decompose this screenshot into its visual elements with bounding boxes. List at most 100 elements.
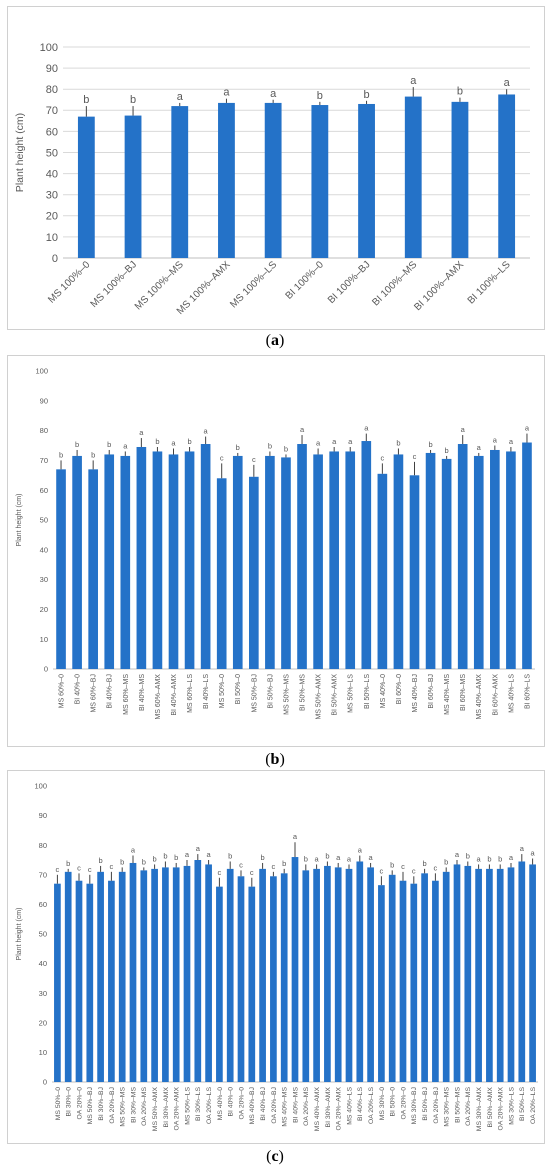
bar — [490, 449, 500, 669]
caption-b: (b) — [0, 751, 550, 769]
significance-label: b — [428, 440, 432, 449]
x-tick-label: MS 100%–0 — [46, 259, 93, 306]
bar — [216, 478, 227, 669]
significance-label: b — [142, 857, 146, 866]
bar — [329, 451, 339, 669]
bar — [162, 867, 169, 1082]
bar-chart-a: 0 10 20 30 40 50 60 70 80 90 100 Plant height (cm) b… — [14, 42, 530, 317]
bar — [104, 454, 115, 669]
significance-label: a — [336, 853, 341, 862]
x-tick-label: MS 40%–BJ — [412, 674, 419, 713]
significance-label: a — [364, 424, 369, 433]
significance-label: a — [520, 844, 525, 853]
x-tick-label: MS 40%–AMX — [476, 674, 483, 720]
x-tick-label: MS 100%–LS — [228, 259, 279, 310]
y-tick-label: 50 — [46, 147, 58, 159]
bar — [334, 867, 342, 1082]
y-tick-label: 20 — [40, 605, 48, 614]
significance-label: b — [91, 450, 95, 459]
significance-label: b — [153, 854, 157, 863]
x-tick-label: OA 20%–BJ — [433, 1087, 440, 1124]
bar — [75, 880, 83, 1082]
y-tick-label: 80 — [46, 84, 58, 96]
significance-label: b — [228, 851, 232, 860]
significance-label: c — [401, 862, 405, 871]
significance-label: b — [59, 450, 63, 459]
x-tick-label: BI 50%–MS — [454, 1087, 461, 1123]
significance-label: a — [270, 88, 277, 100]
significance-label: c — [88, 865, 92, 874]
x-tick-label: MS 50%–0 — [219, 674, 226, 708]
x-tick-label: OA 20%–AMX — [336, 1087, 343, 1131]
significance-label: b — [487, 854, 491, 863]
bar — [200, 444, 211, 669]
significance-label: a — [123, 441, 128, 450]
y-tick-label: 0 — [44, 665, 48, 674]
significance-label: a — [525, 424, 530, 433]
significance-label: b — [284, 444, 288, 453]
significance-label: b — [120, 857, 124, 866]
bar — [457, 444, 468, 669]
x-tick-label: MS 100%–BJ — [89, 259, 140, 310]
chart-panel-b: 0 10 20 30 40 50 60 70 80 90 100 Plant height (cm) b… — [7, 355, 545, 747]
x-tick-label: BI 40%–AMX — [171, 674, 178, 716]
bar — [507, 867, 515, 1082]
significance-label: b — [236, 443, 240, 452]
bar — [425, 452, 436, 669]
significance-label: c — [220, 453, 224, 462]
significance-label: b — [83, 94, 89, 106]
x-tick-label: BI 40%–BJ — [107, 674, 114, 709]
bar — [356, 861, 364, 1082]
bar-chart-b: 0 10 20 30 40 50 60 70 80 90 100 Plant height (cm) b… — [16, 367, 535, 720]
bar — [218, 102, 235, 258]
significance-label: c — [110, 862, 114, 871]
significance-label: c — [272, 862, 276, 871]
significance-label: b — [174, 853, 178, 862]
significance-label: a — [410, 75, 417, 87]
bar — [475, 868, 482, 1082]
bar — [345, 868, 353, 1082]
significance-label: c — [250, 868, 254, 877]
x-tick-label: BI 50%–LS — [364, 674, 371, 709]
bar — [302, 870, 310, 1082]
y-tick-label: 70 — [40, 456, 48, 465]
significance-label: a — [171, 438, 176, 447]
x-tick-label: OA 20%–BJ — [109, 1087, 116, 1124]
x-tick-label: BI 60%–BJ — [428, 674, 435, 709]
caption-letter: a — [271, 332, 279, 349]
x-tick-label: OA 20%–AMX — [174, 1087, 181, 1131]
caption-close: ) — [279, 751, 285, 768]
significance-label: b — [445, 446, 449, 455]
bar — [345, 451, 356, 669]
bar — [291, 857, 299, 1082]
y-tick-label: 30 — [46, 190, 58, 202]
significance-label: a — [204, 427, 209, 436]
bar — [399, 880, 407, 1082]
x-tick-label: OA 20%–LS — [368, 1087, 375, 1124]
y-tick-label: 80 — [39, 841, 47, 850]
y-tick-label: 90 — [39, 811, 47, 820]
caption-letter: b — [270, 751, 280, 768]
bar — [393, 454, 404, 669]
y-tick-label: 40 — [46, 168, 58, 180]
bar — [421, 873, 428, 1082]
x-tick-label: BI 50%–LS — [519, 1087, 526, 1121]
bar-chart-c: 0 10 20 30 40 50 60 70 80 90 100 Plant height (cm) c… — [16, 782, 538, 1132]
x-tick-label: OA 20%–LS — [530, 1087, 537, 1124]
x-tick-label: MS 40%–AMX — [314, 1087, 321, 1132]
significance-label: b — [187, 437, 191, 446]
y-tick-label: 0 — [43, 1078, 47, 1087]
bar — [72, 455, 82, 669]
bar — [496, 868, 504, 1082]
bar — [432, 880, 439, 1082]
x-tick-label: BI 40%–MS — [139, 674, 146, 711]
y-tick-label: 10 — [40, 635, 48, 644]
bar — [64, 871, 72, 1082]
bar — [88, 469, 98, 669]
bar — [358, 103, 375, 258]
x-tick-label: MS 50%–0 — [55, 1087, 62, 1120]
bar — [441, 458, 452, 669]
x-tick-label: BI 50%–BJ — [267, 674, 274, 709]
significance-label: b — [444, 857, 448, 866]
x-tick-label: OA 20%–0 — [400, 1087, 407, 1120]
